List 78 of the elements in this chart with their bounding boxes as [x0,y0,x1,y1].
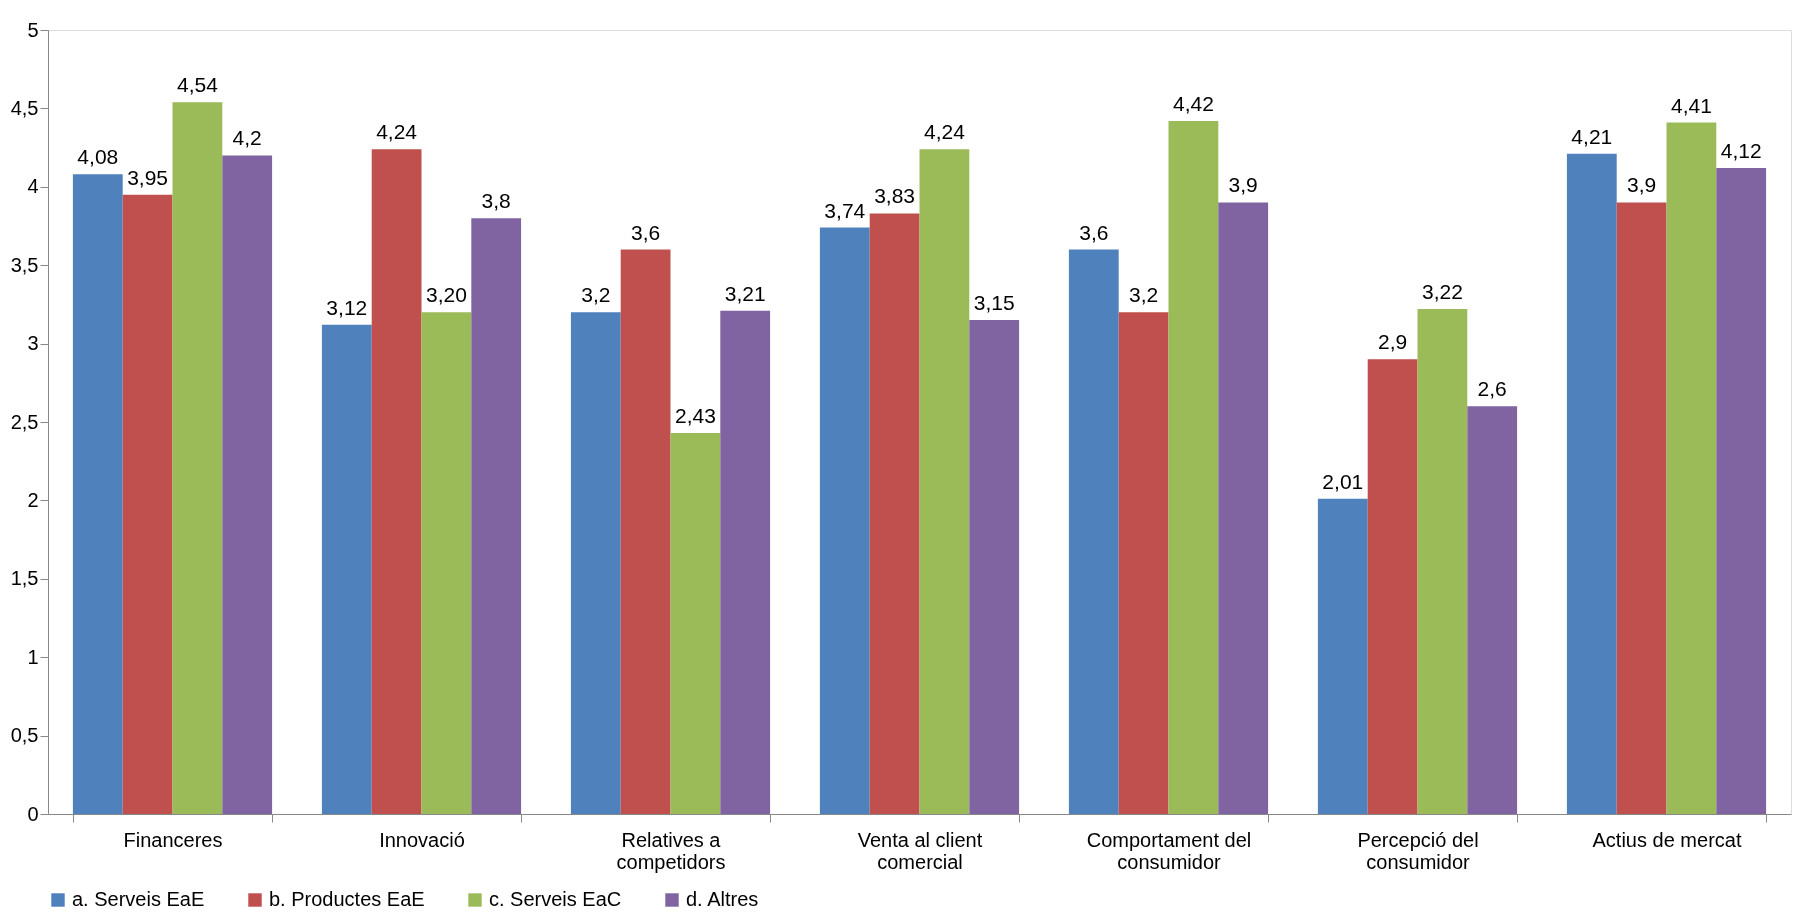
data-label: 4,42 [1172,91,1214,115]
data-label: 2,6 [1477,377,1507,401]
data-label: 4,2 [232,126,262,150]
y-tick-label: 1,5 [10,567,39,590]
x-tick-label: Relatives a competidors [616,828,726,873]
legend-label: c. Serveis EaC [489,888,622,910]
legend-label: d. Altres [686,888,759,910]
data-label: 3,9 [1627,173,1657,197]
bar [122,194,173,814]
bar [421,312,472,814]
data-label: 4,24 [376,120,418,144]
data-label: 4,24 [923,120,966,144]
bar [1168,120,1219,814]
y-tick-label: 0,5 [10,724,39,747]
bar [570,312,621,814]
y-tick-label: 3,5 [10,253,39,276]
bar [1317,498,1368,814]
data-label: 3,83 [874,184,916,208]
bar [670,432,721,814]
x-tick-label: Innovació [379,828,465,851]
bar [720,310,771,814]
legend-label: a. Serveis EaE [72,888,205,910]
bar [1118,312,1169,814]
data-label: 3,6 [1079,220,1109,244]
data-label: 3,21 [724,281,766,305]
data-label: 4,21 [1571,124,1613,148]
y-tick-label: 2,5 [10,410,39,433]
data-label: 3,2 [581,283,611,307]
bar [72,174,123,814]
data-label: 3,22 [1421,280,1463,304]
data-label: 3,2 [1129,283,1159,307]
x-tick-label: Actius de mercat [1592,828,1742,851]
data-label: 4,41 [1670,93,1712,117]
bar [1367,359,1418,814]
bar [222,155,273,814]
data-label: 2,43 [674,403,716,427]
data-label: 4,54 [176,73,219,97]
bar [471,218,522,814]
y-tick-label: 0 [27,802,39,825]
bar [869,213,920,814]
bar [1666,122,1717,814]
bar [1068,249,1119,814]
y-tick-label: 2 [27,488,39,511]
data-label: 3,74 [824,198,866,222]
bar [172,102,223,814]
x-tick-label: Financeres [123,828,223,851]
bar [620,249,671,814]
data-label: 3,20 [425,283,467,307]
bar [1616,202,1667,814]
data-label: 3,9 [1228,173,1258,197]
bar [1716,167,1767,814]
bar [1566,153,1617,814]
legend-label: b. Productes EaE [269,888,425,910]
data-label: 2,01 [1322,469,1364,493]
y-tick-label: 1 [27,645,39,668]
data-label: 4,08 [77,145,119,169]
bar [919,149,970,814]
x-tick-label: Percepció del consumidor [1357,828,1479,873]
y-tick-label: 4 [27,175,39,198]
bar [819,227,870,814]
y-tick-label: 4,5 [10,96,39,119]
bar [1417,309,1468,814]
bar [1218,202,1269,814]
x-tick-label: Comportament del consumidor [1086,828,1252,873]
bar [321,324,372,814]
data-label: 3,12 [326,295,368,319]
bar [969,320,1020,814]
y-tick-label: 3 [27,332,39,355]
x-tick-label: Venta al client comercial [857,828,983,873]
y-tick-label: 5 [27,18,39,41]
data-label: 3,15 [973,291,1015,315]
data-label: 3,95 [127,165,169,189]
data-label: 3,8 [481,189,511,213]
data-label: 2,9 [1378,330,1408,354]
data-label: 4,12 [1720,138,1762,162]
bar [371,149,422,814]
bar [1467,406,1518,814]
data-label: 3,6 [631,220,661,244]
